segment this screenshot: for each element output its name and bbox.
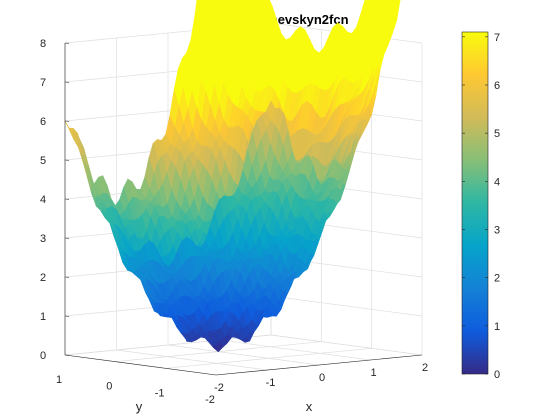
z-tick-label: 7 xyxy=(40,77,46,89)
colorbar-tick-label: 0 xyxy=(494,369,500,381)
z-tick-label: 1 xyxy=(40,311,46,323)
y-tick-label: 0 xyxy=(106,381,112,393)
x-tick-label: 1 xyxy=(370,367,376,379)
colorbar-tick-label: 3 xyxy=(494,224,500,236)
z-tick-label: 4 xyxy=(40,194,46,206)
colorbar-tick-label: 5 xyxy=(494,128,500,140)
x-tick-label: -2 xyxy=(214,382,224,394)
z-tick-label: 5 xyxy=(40,155,46,167)
z-tick-label: 2 xyxy=(40,272,46,284)
colorbar-gradient xyxy=(462,32,488,374)
colorbar: 0 1 2 3 4 5 6 7 xyxy=(462,32,500,381)
z-tick-label: 6 xyxy=(40,116,46,128)
y-tick-label: -2 xyxy=(205,394,215,406)
colorbar-tick-label: 6 xyxy=(494,80,500,92)
z-tick-label: 3 xyxy=(40,233,46,245)
y-tick-label: -1 xyxy=(155,387,165,399)
colorbar-tick-label: 4 xyxy=(494,176,500,188)
x-axis-ticks: -2 -1 0 1 2 xyxy=(214,362,428,394)
colorbar-tick-label: 1 xyxy=(494,321,500,333)
y-tick-label: 1 xyxy=(56,374,62,386)
z-axis-ticks: 0 1 2 3 4 5 6 7 8 xyxy=(40,38,69,362)
y-axis-label: y xyxy=(136,399,143,414)
x-tick-label: -1 xyxy=(266,377,276,389)
colorbar-tick-label: 7 xyxy=(494,32,500,44)
x-tick-label: 2 xyxy=(422,362,428,374)
x-tick-label: 0 xyxy=(319,372,325,384)
x-axis-label: x xyxy=(306,399,313,414)
colorbar-tick-label: 2 xyxy=(494,273,500,285)
z-tick-label: 8 xyxy=(40,38,46,50)
z-tick-label: 0 xyxy=(40,350,46,362)
surface-plot xyxy=(65,0,422,352)
